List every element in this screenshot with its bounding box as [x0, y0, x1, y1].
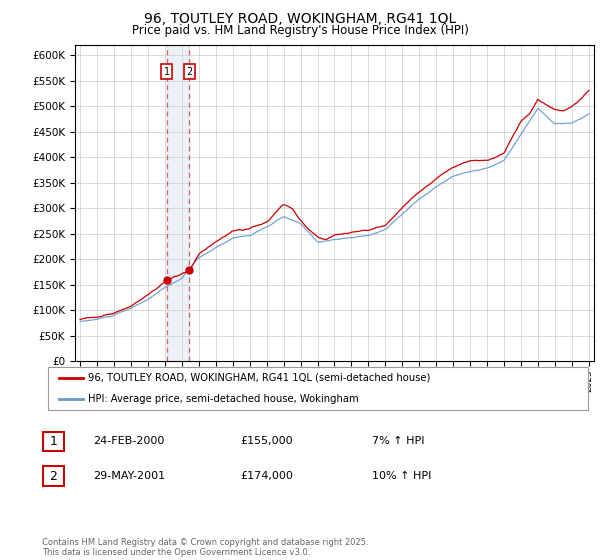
Text: 96, TOUTLEY ROAD, WOKINGHAM, RG41 1QL (semi-detached house): 96, TOUTLEY ROAD, WOKINGHAM, RG41 1QL (s… — [89, 373, 431, 383]
Text: 1: 1 — [163, 67, 170, 77]
Text: Price paid vs. HM Land Registry's House Price Index (HPI): Price paid vs. HM Land Registry's House … — [131, 24, 469, 37]
Text: Contains HM Land Registry data © Crown copyright and database right 2025.
This d: Contains HM Land Registry data © Crown c… — [42, 538, 368, 557]
Text: 2: 2 — [186, 67, 193, 77]
Text: 1: 1 — [49, 435, 58, 448]
Text: 29-MAY-2001: 29-MAY-2001 — [93, 471, 165, 481]
Text: HPI: Average price, semi-detached house, Wokingham: HPI: Average price, semi-detached house,… — [89, 394, 359, 404]
Text: 10% ↑ HPI: 10% ↑ HPI — [372, 471, 431, 481]
FancyBboxPatch shape — [43, 432, 64, 451]
FancyBboxPatch shape — [48, 367, 588, 410]
Text: £174,000: £174,000 — [240, 471, 293, 481]
Text: 96, TOUTLEY ROAD, WOKINGHAM, RG41 1QL: 96, TOUTLEY ROAD, WOKINGHAM, RG41 1QL — [144, 12, 456, 26]
Text: 24-FEB-2000: 24-FEB-2000 — [93, 436, 164, 446]
Text: 7% ↑ HPI: 7% ↑ HPI — [372, 436, 425, 446]
Text: £155,000: £155,000 — [240, 436, 293, 446]
Bar — [167, 45, 189, 361]
FancyBboxPatch shape — [43, 466, 64, 486]
Text: 2: 2 — [49, 469, 58, 483]
